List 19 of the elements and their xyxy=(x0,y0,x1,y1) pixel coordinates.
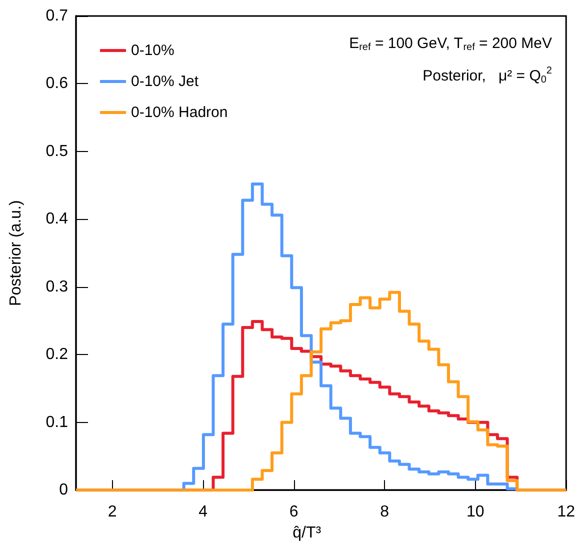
y-tick-label: 0 xyxy=(59,482,68,499)
y-tick-label: 0.7 xyxy=(46,8,68,24)
legend-label: 0-10% xyxy=(131,42,174,59)
y-tick-label: 0.2 xyxy=(46,346,68,364)
y-tick-label: 0.5 xyxy=(46,142,68,160)
x-tick-label: 12 xyxy=(557,504,576,521)
y-tick-label: 0.6 xyxy=(46,75,68,92)
x-axis-title: q̂/T³ xyxy=(292,524,322,542)
x-tick-label: 8 xyxy=(380,504,390,521)
y-tick-label: 0.4 xyxy=(46,210,68,228)
y-axis-title: Posterior (a.u.) xyxy=(8,200,24,306)
x-tick-label: 4 xyxy=(198,504,208,521)
x-tick-label: 6 xyxy=(289,504,298,521)
legend-label: 0-10% Jet xyxy=(131,73,200,90)
x-tick-label: 10 xyxy=(466,504,484,521)
x-tick-label: 2 xyxy=(108,504,117,521)
y-tick-label: 0.3 xyxy=(46,278,68,296)
y-tick-label: 0.1 xyxy=(46,414,68,431)
legend-label: 0-10% Hadron xyxy=(131,104,228,121)
